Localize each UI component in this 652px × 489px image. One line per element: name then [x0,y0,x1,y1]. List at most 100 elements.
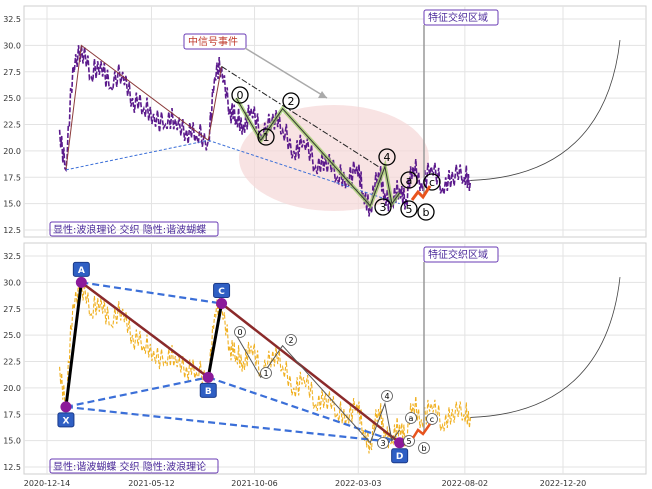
point-label-box [72,261,90,277]
harmonic-point-A [75,276,87,288]
x-tick-label: 2022-12-20 [540,479,587,488]
wave-label-4: 4 [384,392,389,401]
wave-label-a: a [406,174,413,187]
legend-box [49,458,219,474]
wave-label-b: b [423,206,430,219]
final-move-line [411,423,432,439]
wave-circle [260,367,272,379]
feature-zone-box [423,9,499,26]
y-tick-label: 15.0 [3,437,21,446]
point-label-box [391,448,409,464]
feature-zone-label: 特征交织区域 [428,248,488,261]
y-tick-label: 27.5 [3,305,21,314]
y-tick-label: 20.0 [3,147,21,156]
wave-circle [426,413,438,425]
y-tick-label: 25.0 [3,331,21,340]
wave-circle [405,412,417,424]
wave-label-1: 1 [263,131,270,144]
y-tick-label: 22.5 [3,358,21,367]
wave-circle [423,173,441,191]
wave-label-c: c [430,415,434,424]
legend-box [49,221,219,237]
wave-circle [231,86,249,104]
y-tick-label: 25.0 [3,94,21,103]
wave-circle [400,171,418,189]
wave-circle [417,203,435,221]
x-tick-label: 2022-03-03 [335,479,382,488]
harmonic-line [65,405,400,444]
wave-label-2: 2 [288,95,295,108]
legend-label: 显性:谐波蝴蝶 交织 隐性:波浪理论 [53,460,206,473]
point-label-box [57,412,75,428]
wave-label-a: a [409,414,414,423]
wave-circle [282,92,300,110]
signal-arrowhead [318,91,327,98]
wave-line [235,97,401,207]
feature-zone-label: 特征交织区域 [428,11,488,24]
point-label-A: A [78,266,85,276]
y-tick-label: 12.5 [3,226,21,235]
harmonic-line [65,376,209,408]
projection-arc [470,40,621,181]
x-tick-label: 2021-10-06 [231,479,278,488]
point-label-D: D [396,452,403,462]
wave-label-0: 0 [237,89,244,102]
signal-event-label: 中信号事件 [188,35,238,48]
wave-circle [418,442,430,454]
final-move-line [410,185,432,201]
x-tick-label: 2020-12-14 [24,479,71,488]
y-tick-label: 20.0 [3,384,21,393]
wave-label-2: 2 [288,336,293,345]
legend-label: 显性:波浪理论 交织 隐性:谐波蝴蝶 [53,223,206,236]
point-label-X: X [62,416,69,426]
harmonic-line [81,281,222,305]
harmonic-leg [64,282,83,408]
y-tick-label: 32.5 [3,15,21,24]
wave-label-0: 0 [237,328,242,337]
wave-line [235,334,401,444]
wave-label-c: c [429,176,435,189]
projection-arc [470,277,621,418]
harmonic-leg [206,303,224,378]
wave-label-b: b [421,444,426,453]
trend-line [221,66,379,168]
wave-circle [378,148,396,166]
harmonic-line [207,376,401,444]
wave-circle [403,435,415,447]
y-tick-label: 27.5 [3,68,21,77]
trend-line [208,139,400,205]
wave-label-1: 1 [263,369,268,378]
wave-label-3: 3 [380,201,387,214]
x-tick-label: 2022-08-02 [442,479,489,488]
harmonic-leg [220,302,401,444]
wave-circle [374,198,392,216]
feature-zone-box [423,246,499,263]
wave-structure-line [65,44,223,170]
y-tick-label: 12.5 [3,463,21,472]
signal-event-box [183,33,247,50]
wave-label-3: 3 [380,439,385,448]
wave-circle [381,390,393,402]
y-tick-label: 15.0 [3,200,21,209]
harmonic-point-B [202,371,214,383]
x-tick-label: 2021-05-12 [128,479,175,488]
price-series-line [58,45,472,217]
wave-circle [285,334,297,346]
harmonic-leg [80,281,209,379]
harmonic-point-X [60,401,72,413]
y-tick-label: 32.5 [3,252,21,261]
wave-circle [234,326,246,338]
harmonic-point-D [394,437,406,449]
wave-label-5: 5 [406,437,411,446]
wave-circle [257,128,275,146]
wave-circle [377,437,389,449]
y-tick-label: 17.5 [3,410,21,419]
point-label-box [199,382,217,398]
y-tick-label: 30.0 [3,278,21,287]
y-tick-label: 30.0 [3,41,21,50]
point-label-B: B [205,387,212,397]
trend-line [65,139,209,171]
harmonic-point-C [216,297,228,309]
signal-arrow [244,47,328,99]
wave-label-4: 4 [384,151,391,164]
